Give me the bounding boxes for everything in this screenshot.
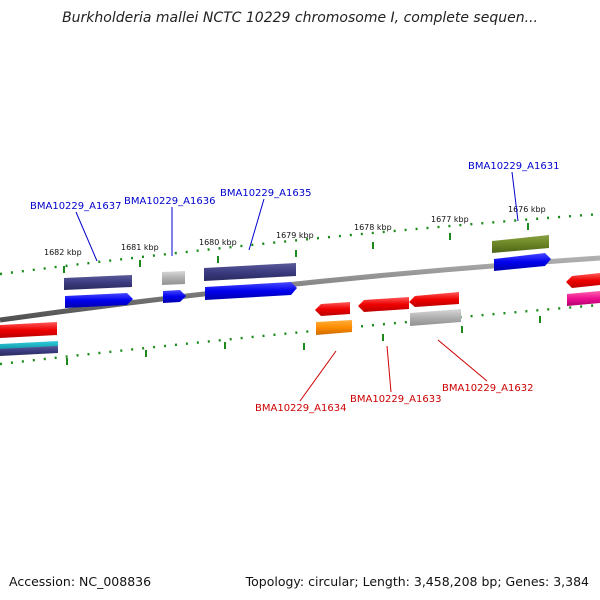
tick-label: 1682 kbp <box>44 248 82 257</box>
gene-feature-red[interactable] <box>566 273 600 288</box>
map-title: Burkholderia mallei NCTC 10229 chromosom… <box>62 10 538 26</box>
label-leaders <box>75 171 519 402</box>
gene-feature-blue[interactable] <box>65 293 133 308</box>
gene-feature-blue[interactable] <box>494 253 551 271</box>
tick-label: 1676 kbp <box>508 205 546 214</box>
scale-arc-outer <box>0 212 600 276</box>
gene-feature-navy[interactable] <box>204 263 296 281</box>
gene-label[interactable]: BMA10229_A1634 <box>255 403 346 414</box>
gene-feature-pink[interactable] <box>567 291 600 306</box>
gene-label[interactable]: BMA10229_A1633 <box>350 394 441 405</box>
gene-feature-blue[interactable] <box>205 282 297 300</box>
tick-label: 1678 kbp <box>354 223 392 232</box>
gene-label[interactable]: BMA10229_A1635 <box>220 188 311 199</box>
tick-label: 1677 kbp <box>431 215 469 224</box>
accession-text: Accession: NC_008836 <box>9 574 152 589</box>
gene-feature-red[interactable] <box>315 302 350 316</box>
gene-feature-red[interactable] <box>0 322 57 338</box>
tick-label: 1681 kbp <box>121 243 159 252</box>
gene-label[interactable]: BMA10229_A1632 <box>442 383 533 394</box>
topology-summary: Topology: circular; Length: 3,458,208 bp… <box>245 574 589 589</box>
gene-feature-orange[interactable] <box>316 320 352 335</box>
gene-label[interactable]: BMA10229_A1631 <box>468 161 559 172</box>
gene-label[interactable]: BMA10229_A1636 <box>124 196 215 207</box>
gene-feature-navy[interactable] <box>0 346 58 356</box>
gene-feature-gray[interactable] <box>410 309 461 326</box>
tick-label: 1679 kbp <box>276 231 314 240</box>
gene-feature-blue[interactable] <box>163 290 186 303</box>
gene-feature-gray[interactable] <box>162 271 185 285</box>
tick-label: 1680 kbp <box>199 238 237 247</box>
scale-arc-inner <box>0 303 600 366</box>
gene-feature-olive[interactable] <box>492 235 549 253</box>
major-ticks <box>63 223 541 365</box>
gene-feature-navy[interactable] <box>64 275 132 290</box>
gene-label[interactable]: BMA10229_A1637 <box>30 201 121 212</box>
gene-feature-red[interactable] <box>358 297 409 312</box>
gene-feature-red[interactable] <box>409 292 459 307</box>
